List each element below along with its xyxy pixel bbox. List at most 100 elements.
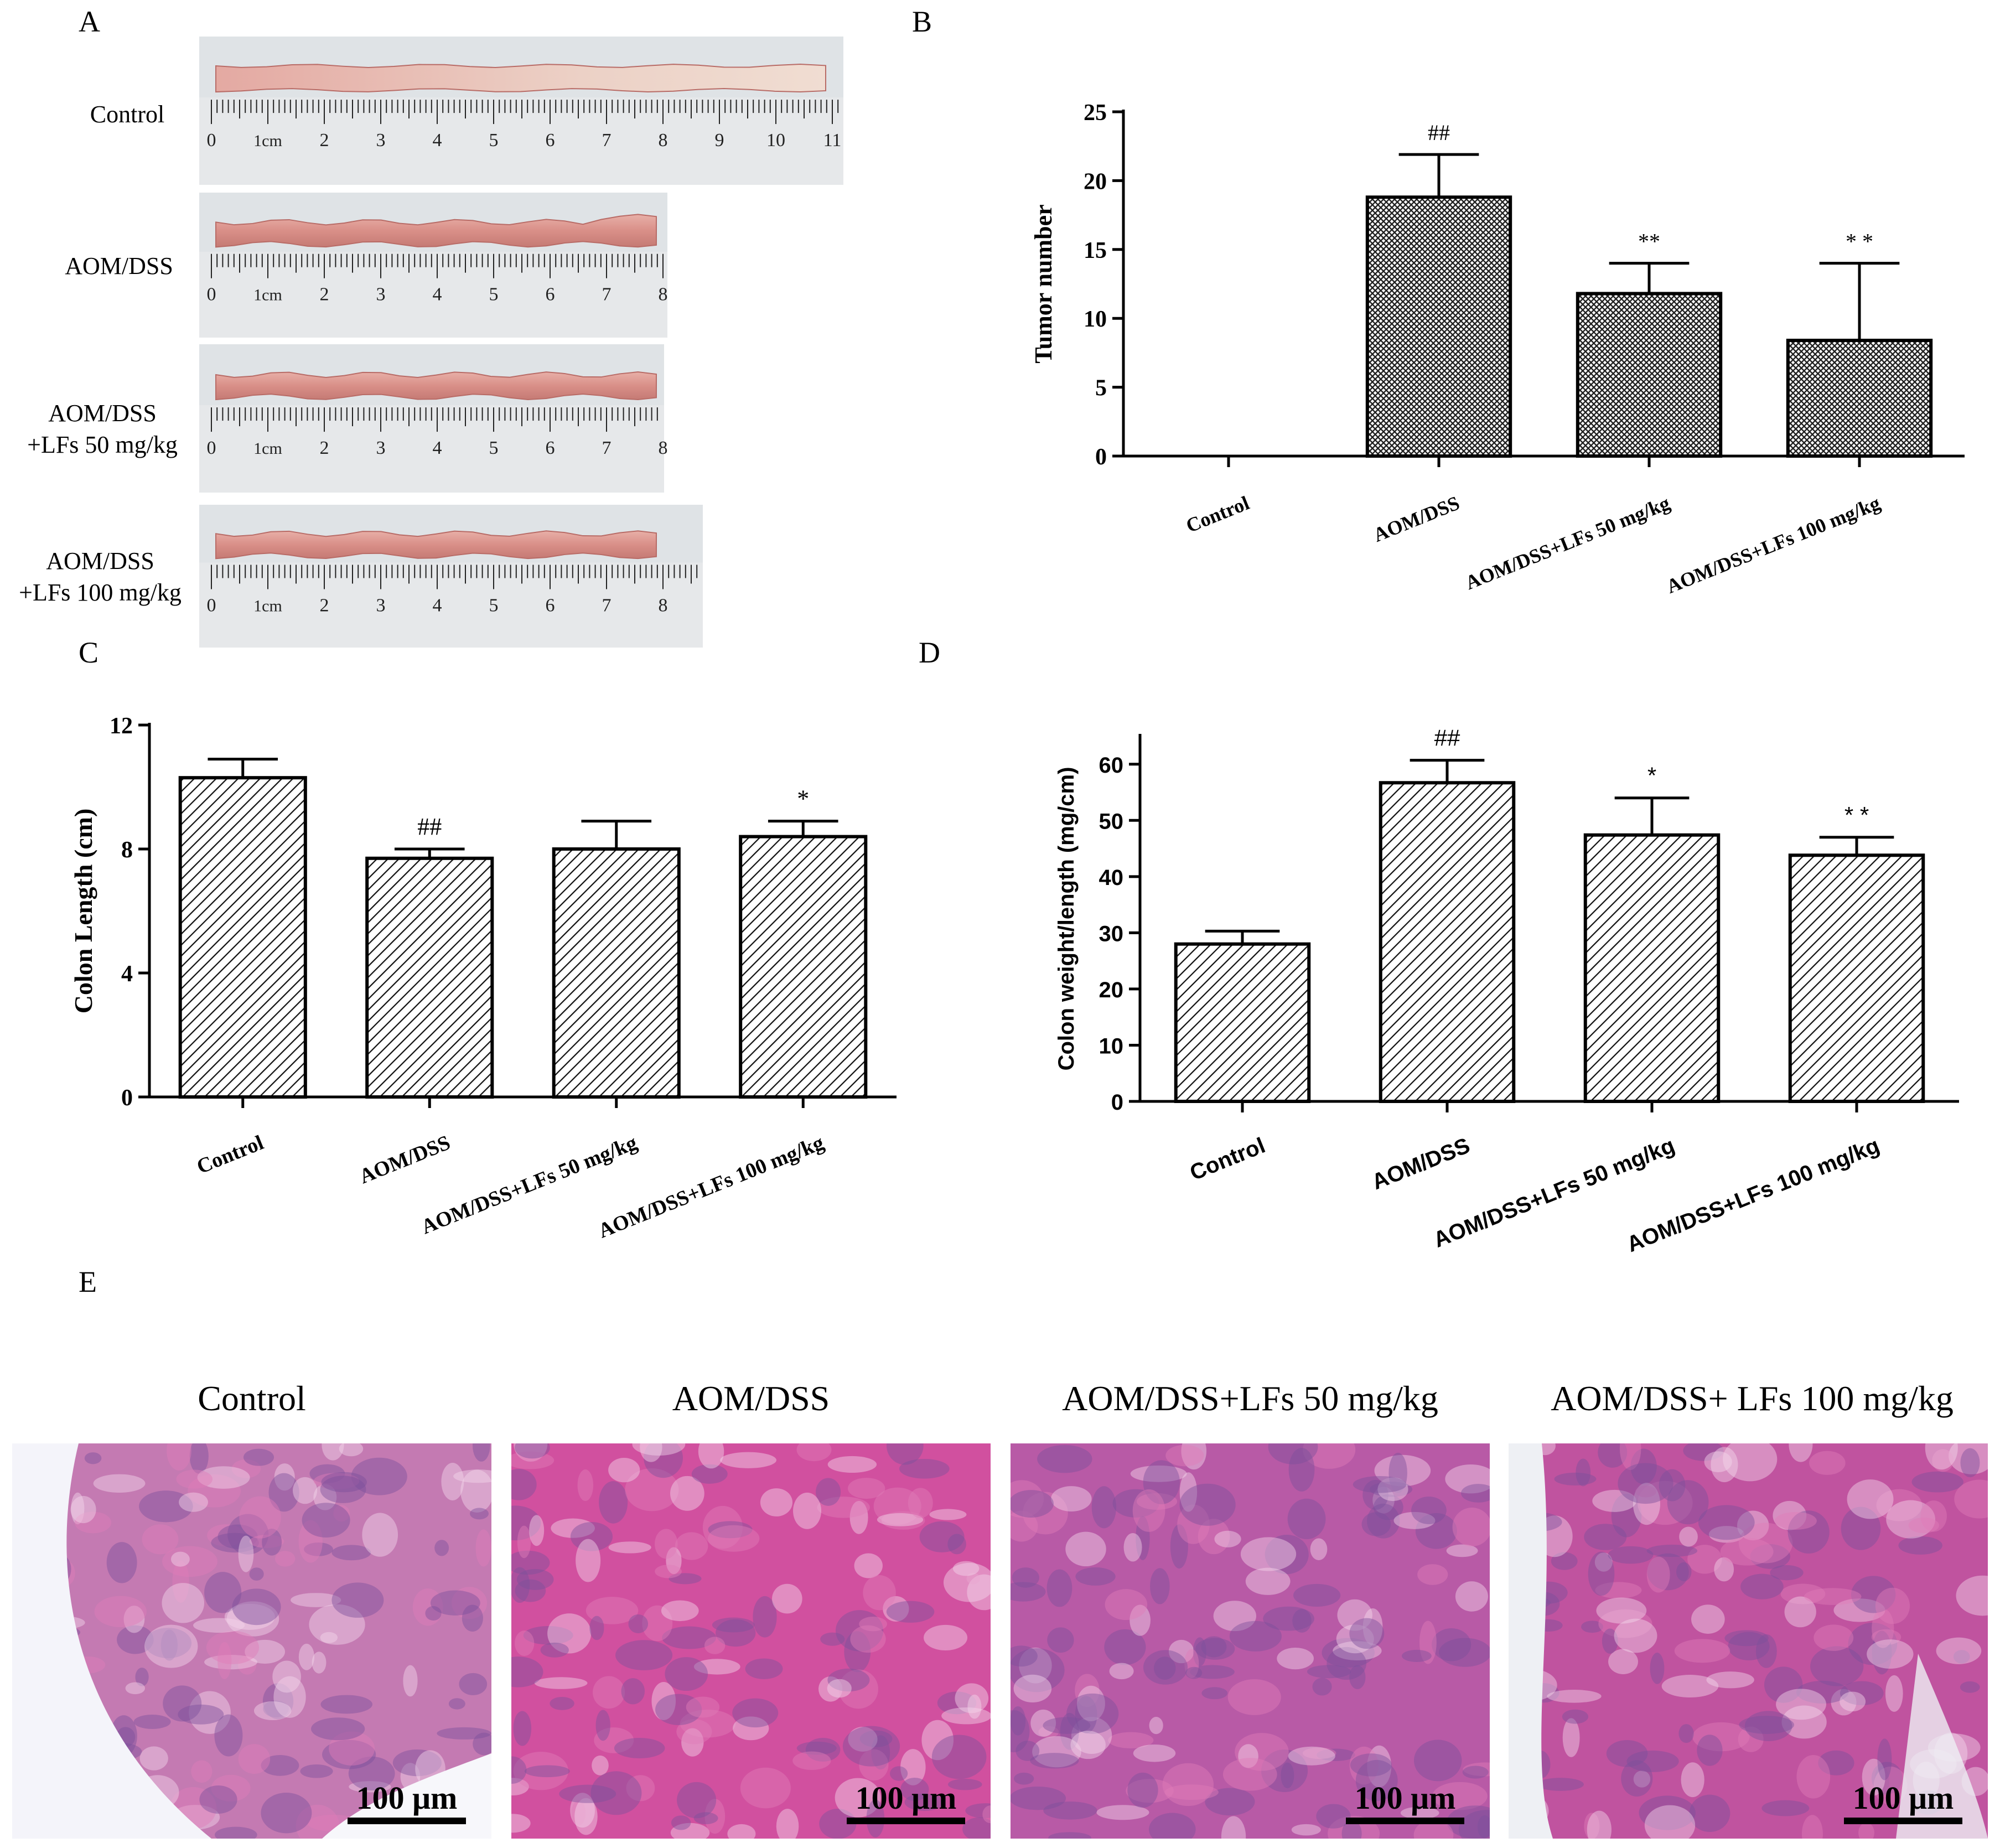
gland-shape [1784,1596,1816,1628]
gland-shape [302,1503,350,1538]
gland-shape [1362,1608,1383,1646]
gland-shape [651,1681,676,1720]
gland-shape [1011,1510,1038,1542]
gland-shape [1185,1666,1203,1679]
gland-shape [871,1735,890,1770]
ruler-label: 4 [433,130,442,151]
gland-shape [921,1720,954,1761]
gland-shape [1070,1731,1106,1759]
gland-shape [1858,1822,1874,1839]
lumen-area [322,1753,491,1839]
gland-shape [262,1529,282,1556]
y-tick-label: 30 [1099,922,1124,946]
gland-shape [1614,1618,1657,1653]
gland-shape [1373,1494,1403,1520]
ruler-label: 8 [659,595,668,615]
gland-shape [1908,1517,1939,1534]
gland-shape [243,1448,274,1466]
gland-shape [1796,1754,1831,1799]
gland-shape [704,1799,726,1834]
gland-shape [1077,1685,1105,1721]
gland-shape [274,1463,295,1491]
histo-title-lfs-50: AOM/DSS+LFs 50 mg/kg [1062,1379,1438,1418]
gland-shape [818,1676,843,1702]
gland-shape [608,1458,640,1483]
gland-shape [859,1730,893,1747]
gland-shape [655,1694,702,1725]
gland-shape [708,1525,760,1552]
gland-shape [570,1793,595,1828]
gland-shape [1109,1663,1134,1680]
gland-shape [1317,1748,1355,1761]
x-tick-label: AOM/DSS [1370,491,1463,546]
gland-shape [1871,1762,1903,1794]
gland-shape [1809,1451,1846,1475]
gland-shape [441,1463,464,1501]
gland-shape [1011,1706,1026,1736]
gland-shape [1877,1738,1892,1780]
gland-shape [662,1626,717,1649]
gland-shape [1687,1545,1722,1574]
gland-shape [162,1583,205,1623]
gland-shape [693,1659,740,1675]
gland-shape [1650,1653,1665,1684]
gland-shape [941,1707,991,1725]
gland-shape [590,1771,642,1815]
gland-shape [1149,1717,1163,1735]
gland-shape [816,1478,841,1506]
gland-shape [680,1710,736,1738]
gland-shape [827,1668,870,1692]
gland-shape [1154,1657,1176,1680]
gland-shape [1739,1716,1795,1734]
gland-shape [1238,1744,1258,1768]
gland-shape [793,1492,822,1529]
gland-shape [1447,1805,1490,1839]
gland-shape [1214,1530,1241,1547]
gland-shape [1367,1503,1400,1539]
scale-bar-label: 100 μm [1853,1780,1954,1816]
y-axis-label: Colon weight/length (mg/cm) [1054,767,1079,1071]
gland-shape [70,1495,96,1524]
gland-shape [189,1443,209,1474]
gland-shape [655,1565,682,1578]
gland-shape [329,1731,375,1766]
gland-shape [214,1714,243,1757]
gland-shape [217,1524,258,1549]
gland-shape [931,1735,987,1779]
gland-shape [547,1613,592,1654]
gland-shape [1630,1448,1657,1484]
histology-image-lfs-50: 100 μm [1011,1443,1490,1839]
gland-shape [1738,1726,1764,1752]
ruler-label: 7 [602,130,612,151]
gland-shape [291,1593,341,1607]
colon-tissue [215,64,826,93]
gland-shape [1708,1526,1745,1543]
y-tick-label: 12 [110,713,133,739]
ruler-label: 3 [376,284,386,305]
gland-shape [1091,1486,1117,1529]
gland-shape [727,1824,756,1839]
gland-shape [644,1443,683,1478]
gland-shape [1126,1779,1174,1803]
gland-shape [1458,1810,1490,1839]
ruler-label: 6 [546,438,555,458]
gland-shape [691,1464,728,1484]
significance-label: * * [1846,229,1873,254]
gland-shape [1349,1618,1385,1649]
gland-shape [576,1539,601,1582]
gland-shape [1781,1705,1827,1739]
gland-shape [1761,1800,1810,1816]
x-tick-label: AOM/DSS [1369,1133,1474,1195]
gland-shape [1012,1567,1039,1588]
gland-shape [1446,1544,1478,1557]
gland-shape [1460,1484,1490,1503]
gland-shape [1477,1815,1490,1839]
gland-shape [1644,1805,1696,1839]
gland-shape [71,1492,85,1525]
gland-shape [1711,1447,1738,1483]
gland-shape [702,1505,743,1549]
gland-shape [776,1809,799,1839]
x-tick-label: AOM/DSS+LFs 100 mg/kg [1663,491,1883,598]
row-label-lfs-100: AOM/DSS +LFs 100 mg/kg [0,545,200,608]
gland-shape [511,1657,543,1687]
